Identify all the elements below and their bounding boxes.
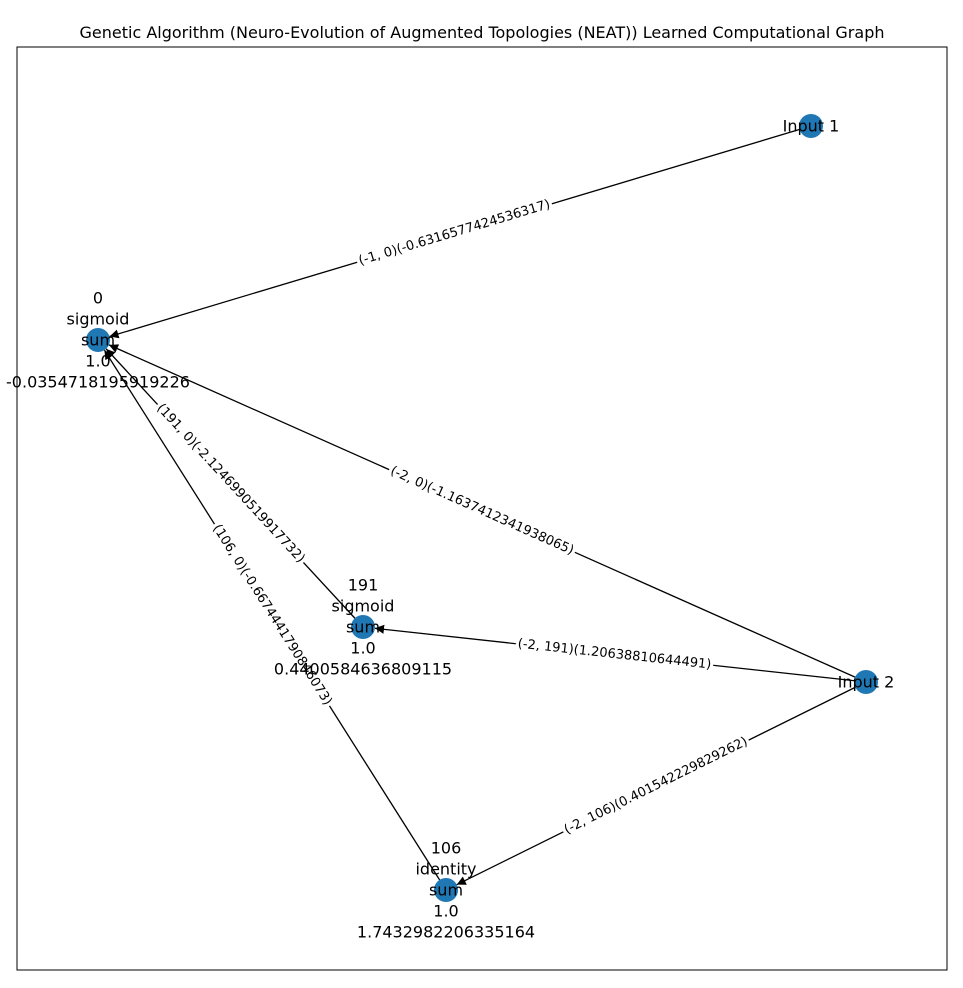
edge-label-background	[354, 195, 555, 271]
node-node106	[434, 878, 458, 902]
node-label-line: 106	[431, 839, 462, 858]
edge-label-background	[385, 461, 579, 561]
node-label-line: sum	[429, 881, 463, 900]
edges-layer	[103, 125, 867, 891]
edge-label: (-1, 0)(-0.6316577424536317)	[357, 197, 552, 269]
node-label-line: 1.0	[350, 639, 375, 658]
axes-frame	[16, 46, 948, 971]
node-label-line: 1.0	[433, 902, 458, 921]
edge-label: (106, 0)(-0.6674441790846073)	[209, 522, 335, 708]
node-labels-layer: Input 1 Input 2 0 sigmoid sum 1.0 -0.035471819…	[6, 117, 894, 942]
node-label-line: identity	[415, 860, 476, 879]
nodes-layer	[86, 114, 878, 902]
figure-title: Genetic Algorithm (Neuro-Evolution of Au…	[80, 23, 885, 42]
node-label-line: sum	[346, 618, 380, 637]
edge-label-group: (-2, 106)(0.401542229829262)	[559, 732, 753, 840]
edge-label: (-2, 0)(-1.1637412341938065)	[388, 464, 576, 559]
edge-labels-layer: (-1, 0)(-0.6316577424536317) (-2, 0)(-1.1…	[151, 195, 753, 840]
edge-label-background	[207, 519, 337, 711]
node-label-line: Input 1	[783, 117, 840, 136]
node-label-line: 1.7432982206335164	[357, 923, 535, 942]
edge-label-background	[559, 732, 753, 840]
node-label-line: 0.4400584636809115	[274, 660, 452, 679]
node-label-line: sigmoid	[67, 310, 130, 329]
edge-label-background	[151, 398, 310, 569]
node-label-line: 191	[348, 576, 379, 595]
node-label-line: sigmoid	[332, 597, 395, 616]
edge-label: (-2, 106)(0.401542229829262)	[562, 734, 750, 837]
node-label-line: 1.0	[85, 352, 110, 371]
edge-label: (-2, 191)(1.20638810644491)	[517, 636, 712, 672]
edge-label-group: (-2, 0)(-1.1637412341938065)	[385, 461, 579, 561]
node-label-line: Input 2	[838, 673, 895, 692]
node-input1	[799, 114, 823, 138]
edge-label-group: (-2, 191)(1.20638810644491)	[514, 635, 715, 674]
node-node0	[86, 328, 110, 352]
edge-label-group: (106, 0)(-0.6674441790846073)	[207, 519, 337, 711]
node-input2	[854, 670, 878, 694]
edge-label-background	[514, 635, 715, 674]
node-label-line: -0.0354718195919226	[6, 373, 190, 392]
node-label-line: 0	[93, 289, 103, 308]
node-node191	[351, 615, 375, 639]
edge-label-group: (-1, 0)(-0.6316577424536317)	[354, 195, 555, 271]
node-label-line: sum	[81, 331, 115, 350]
